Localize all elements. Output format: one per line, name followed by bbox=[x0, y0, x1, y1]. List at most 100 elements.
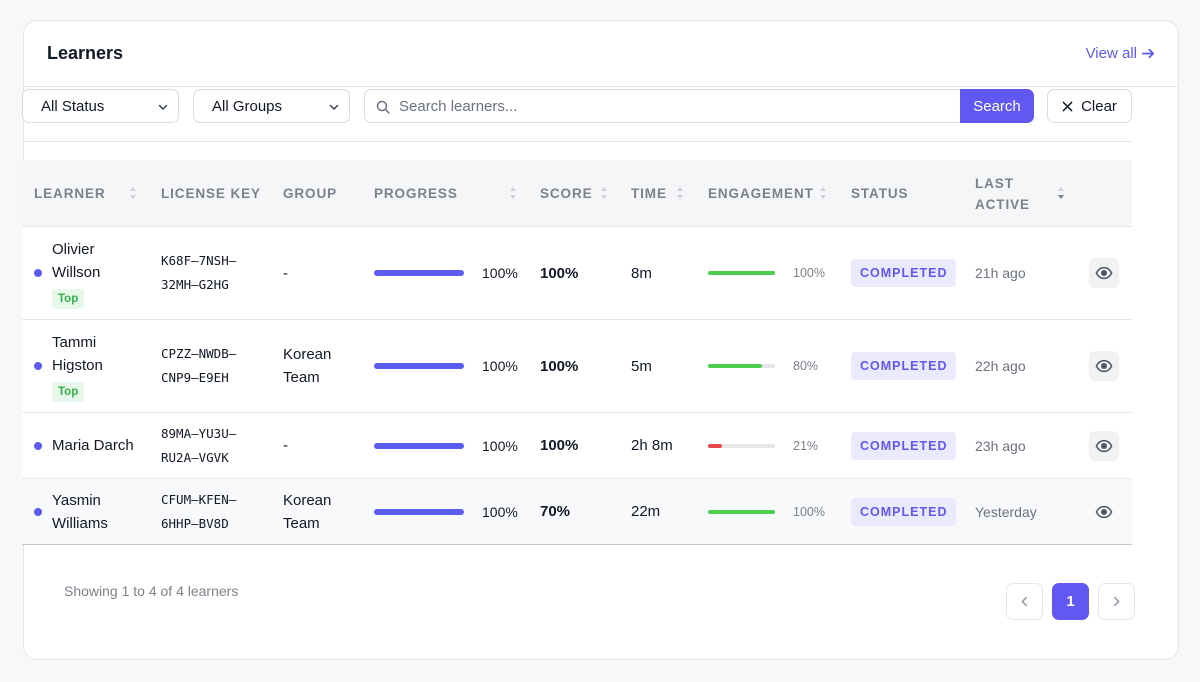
table-header: LEARNER LICENSE KEY GROUP PROGRESS SCORE… bbox=[22, 160, 1132, 227]
column-last-active-line1: LAST bbox=[975, 175, 1014, 191]
sort-icon[interactable] bbox=[509, 184, 517, 202]
engagement-value: 80% bbox=[793, 359, 819, 373]
sort-icon[interactable] bbox=[676, 184, 684, 202]
progress-cell: 100% 70% 22m 100% COMPLETED Yesterday bbox=[22, 479, 1132, 544]
column-license-key: LICENSE KEY bbox=[161, 186, 261, 201]
learner-name: Yasmin Williams bbox=[52, 491, 108, 532]
view-learner-button[interactable] bbox=[1089, 258, 1119, 288]
last-active: 23h ago bbox=[975, 437, 1026, 454]
learner-name: Olivier Willson Top bbox=[52, 238, 100, 309]
sort-icon[interactable] bbox=[600, 184, 608, 202]
learner-cell: Maria Darch bbox=[22, 413, 152, 478]
group-name: Korean Team bbox=[283, 491, 332, 532]
status-dot bbox=[34, 507, 42, 516]
sort-icon[interactable] bbox=[1057, 184, 1065, 202]
engagement-bar bbox=[708, 271, 775, 275]
search-button[interactable]: Search bbox=[960, 89, 1034, 123]
time-value: 8m bbox=[631, 264, 652, 282]
eye-icon bbox=[1095, 505, 1113, 518]
score-value: 100% bbox=[540, 264, 579, 282]
top-badge: Top bbox=[52, 381, 85, 402]
next-page-button[interactable] bbox=[1098, 583, 1135, 620]
eye-icon bbox=[1095, 266, 1113, 280]
progress-bar bbox=[374, 508, 464, 515]
score-value: 70% bbox=[540, 503, 571, 520]
view-learner-button[interactable] bbox=[1089, 351, 1119, 381]
prev-page-button[interactable] bbox=[1006, 583, 1043, 620]
arrow-right-icon bbox=[1142, 48, 1155, 59]
clear-button[interactable]: Clear bbox=[1047, 89, 1132, 123]
status-dot bbox=[34, 269, 42, 277]
status-badge: COMPLETED bbox=[851, 497, 957, 526]
column-progress[interactable]: PROGRESS bbox=[374, 186, 458, 201]
score-value: 100% bbox=[540, 437, 579, 454]
search-icon bbox=[376, 100, 390, 114]
status-dot bbox=[34, 362, 42, 370]
column-engagement[interactable]: ENGAGEMENT bbox=[708, 186, 814, 201]
top-badge: Top bbox=[52, 288, 85, 309]
status-filter-select[interactable]: All Status bbox=[22, 89, 179, 123]
eye-icon bbox=[1095, 359, 1113, 373]
column-learner[interactable]: LEARNER bbox=[34, 186, 106, 201]
group-name: Korean Team bbox=[283, 346, 332, 386]
progress-bar bbox=[374, 363, 464, 369]
learner-cell: Tammi Higston Top bbox=[22, 320, 152, 412]
progress-cell: 100% 100% 8m 100% COMPLETED 21h ago bbox=[22, 227, 1132, 319]
column-last-active[interactable]: LAST ACTIVE bbox=[975, 160, 1030, 227]
view-learner-button[interactable] bbox=[1089, 497, 1119, 527]
sort-icon[interactable] bbox=[129, 184, 137, 202]
page-1-button[interactable]: 1 bbox=[1052, 583, 1089, 620]
column-time[interactable]: TIME bbox=[631, 186, 667, 201]
learners-table: LEARNER LICENSE KEY GROUP PROGRESS SCORE… bbox=[22, 160, 1132, 545]
status-dot bbox=[34, 441, 42, 450]
group-name: - bbox=[283, 264, 288, 282]
column-group: GROUP bbox=[283, 186, 338, 201]
chevron-down-icon bbox=[329, 104, 339, 110]
license-key: K68F–7NSH– 32MH–G2HG bbox=[161, 253, 237, 292]
progress-value: 100% bbox=[482, 358, 518, 374]
learner-name: Tammi Higston Top bbox=[52, 331, 103, 402]
last-active: 22h ago bbox=[975, 358, 1026, 374]
engagement-bar bbox=[708, 364, 775, 368]
view-learner-button[interactable] bbox=[1089, 430, 1119, 461]
chevron-left-icon bbox=[1021, 596, 1027, 607]
status-filter-value: All Status bbox=[41, 97, 105, 115]
time-value: 22m bbox=[631, 503, 661, 520]
progress-value: 100% bbox=[482, 265, 518, 281]
progress-value: 100% bbox=[482, 503, 518, 520]
group-filter-select[interactable]: All Groups bbox=[193, 89, 350, 123]
progress-bar bbox=[374, 442, 464, 449]
column-last-active-line2: ACTIVE bbox=[975, 196, 1030, 212]
progress-value: 100% bbox=[482, 437, 518, 454]
search-input[interactable] bbox=[399, 90, 959, 122]
status-badge: COMPLETED bbox=[851, 431, 957, 460]
card-header: Learners View all bbox=[24, 21, 1178, 87]
table-row: Olivier Willson Top K68F–7NSH– 32MH–G2HG … bbox=[22, 227, 1132, 320]
column-status: STATUS bbox=[851, 186, 909, 201]
learner-cell: Olivier Willson Top bbox=[22, 227, 152, 319]
sort-icon[interactable] bbox=[819, 184, 827, 202]
engagement-value: 100% bbox=[793, 266, 825, 280]
license-key: CPZZ–NWDB– CNP9–E9EH bbox=[161, 346, 237, 385]
engagement-value: 100% bbox=[793, 504, 825, 519]
chevron-right-icon bbox=[1114, 596, 1120, 607]
table-row: Maria Darch 89MA–YU3U– RU2A–VGVK - 100% 1… bbox=[22, 413, 1132, 479]
progress-bar bbox=[374, 270, 464, 276]
progress-cell: 100% 100% 2h 8m 21% COMPLETED 23h ago bbox=[22, 413, 1132, 478]
chevron-down-icon bbox=[158, 104, 168, 110]
filter-toolbar: All Status All Groups Search Clear bbox=[22, 89, 1132, 123]
group-filter-value: All Groups bbox=[212, 97, 283, 115]
status-badge: COMPLETED bbox=[851, 352, 957, 380]
license-key: 89MA–YU3U– RU2A–VGVK bbox=[161, 425, 237, 465]
time-value: 5m bbox=[631, 357, 652, 375]
engagement-bar bbox=[708, 443, 775, 448]
license-key: CFUM–KFEN– 6HHP–BV8D bbox=[161, 491, 237, 531]
view-all-link[interactable]: View all bbox=[1086, 45, 1156, 62]
learner-name: Maria Darch bbox=[52, 437, 134, 454]
table-row: Yasmin Williams CFUM–KFEN– 6HHP–BV8D Kore… bbox=[22, 479, 1132, 545]
score-value: 100% bbox=[540, 357, 579, 375]
column-score[interactable]: SCORE bbox=[540, 186, 593, 201]
view-all-label: View all bbox=[1085, 45, 1137, 62]
engagement-value: 21% bbox=[793, 438, 819, 453]
time-value: 2h 8m bbox=[631, 437, 673, 454]
